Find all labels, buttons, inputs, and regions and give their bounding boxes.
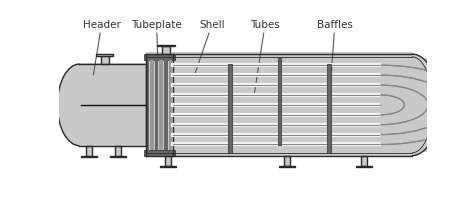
Ellipse shape (384, 54, 439, 156)
Bar (284, 156, 290, 166)
Text: Header: Header (82, 20, 120, 75)
Bar (100, 56, 109, 64)
Bar (81, 156, 97, 157)
Bar (110, 156, 126, 157)
Bar (160, 166, 176, 167)
Wedge shape (381, 95, 404, 115)
Bar (164, 156, 171, 166)
Bar (80, 62, 146, 147)
Bar (159, 60, 163, 150)
Wedge shape (381, 85, 428, 125)
Bar (144, 54, 175, 60)
Text: Tubeplate: Tubeplate (131, 20, 182, 76)
Bar (157, 45, 174, 46)
Ellipse shape (57, 64, 101, 146)
Bar (146, 60, 149, 150)
Text: Baffles: Baffles (317, 20, 353, 103)
Text: Shell: Shell (195, 20, 225, 73)
Bar (279, 166, 295, 167)
Bar (80, 64, 146, 146)
Bar (378, 58, 435, 152)
Bar (86, 146, 91, 156)
Bar (155, 60, 158, 150)
Wedge shape (381, 75, 452, 135)
Bar (278, 57, 282, 145)
Bar (164, 60, 168, 150)
Bar (150, 60, 154, 150)
Bar (96, 54, 113, 56)
Bar (356, 166, 372, 167)
Bar (146, 54, 173, 156)
Wedge shape (381, 65, 474, 145)
Bar (144, 150, 175, 156)
Bar (146, 52, 412, 157)
Bar (162, 46, 170, 54)
Bar (361, 156, 367, 166)
Bar (146, 54, 412, 156)
Text: Tubes: Tubes (250, 20, 280, 96)
Bar (328, 64, 331, 153)
Bar (169, 60, 172, 150)
Bar (228, 64, 232, 153)
Bar (115, 146, 121, 156)
